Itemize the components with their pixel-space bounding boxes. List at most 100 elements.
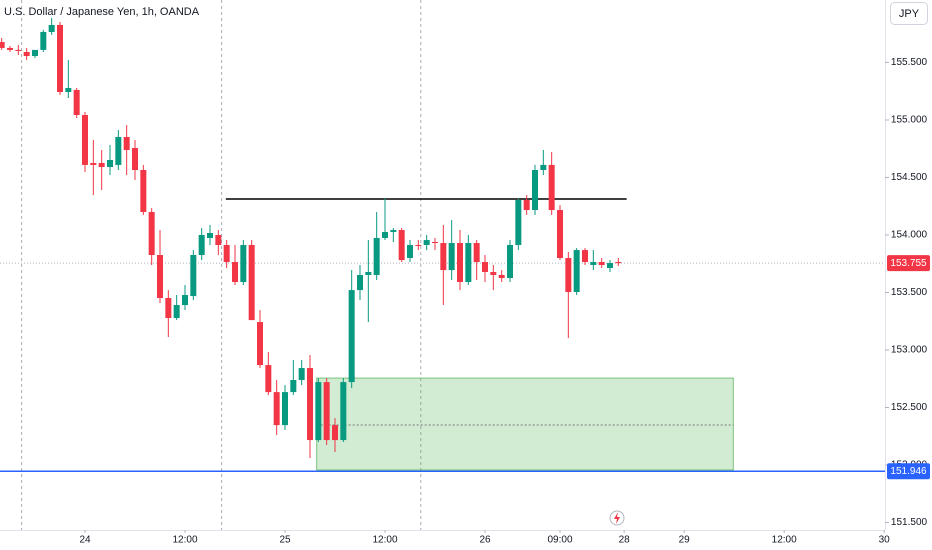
- candle-body: [165, 298, 172, 319]
- candle-body: [265, 365, 272, 393]
- candle-body: [140, 169, 147, 212]
- candle-body: [257, 322, 263, 366]
- candle-body: [98, 162, 105, 168]
- candle-body: [498, 275, 505, 278]
- candle-body: [132, 148, 138, 170]
- candle-body: [473, 243, 480, 263]
- icon-circle[interactable]: [609, 510, 625, 526]
- x-tick-label: 12:00: [372, 535, 397, 546]
- candle-body: [323, 382, 330, 441]
- x-tick-label: 24: [79, 535, 91, 546]
- candle-body: [107, 159, 113, 168]
- x-tick-label: 09:00: [547, 535, 572, 546]
- candle-body: [598, 262, 605, 265]
- candle-body: [390, 230, 397, 232]
- candle-body: [373, 237, 380, 276]
- chart-title: U.S. Dollar / Japanese Yen, 1h, OANDA: [4, 6, 200, 18]
- candle-body: [423, 240, 430, 245]
- candle-body: [515, 200, 522, 245]
- candle-body: [607, 263, 613, 268]
- last-price-label: 153.755: [890, 258, 927, 269]
- target-zone: [316, 377, 734, 471]
- candle-body: [123, 136, 130, 150]
- candle-body: [407, 244, 413, 258]
- candle-body: [523, 200, 530, 211]
- candle-body: [348, 290, 355, 383]
- candle-body: [340, 382, 347, 441]
- candle-body: [615, 262, 622, 264]
- candle-body: [382, 231, 388, 238]
- currency-label[interactable]: JPY: [899, 8, 920, 20]
- x-tick-label: 26: [479, 535, 491, 546]
- candle-body: [40, 31, 47, 50]
- candle-body: [565, 257, 572, 293]
- candle-body: [482, 262, 488, 273]
- candle-body: [0, 41, 5, 48]
- candle-body: [365, 272, 372, 276]
- candle-body: [240, 244, 247, 283]
- candle-body: [82, 115, 88, 165]
- candle-body: [190, 254, 197, 297]
- candle-body: [23, 51, 30, 57]
- candle-body: [148, 211, 155, 255]
- candle-body: [315, 382, 322, 441]
- candle-body: [307, 368, 313, 441]
- candle-body: [7, 47, 13, 50]
- candle-body: [398, 230, 405, 261]
- candle-body: [57, 24, 63, 93]
- support-level-label: 151.946: [890, 466, 927, 477]
- candle-body: [157, 254, 163, 299]
- x-tick-label: 29: [679, 535, 691, 546]
- x-tick-label: 12:00: [772, 535, 797, 546]
- x-tick-label: 12:00: [172, 535, 197, 546]
- axis-layer: 155.500 155.000 154.500 154.000 153.500 153.0…: [79, 57, 930, 546]
- candle-body: [540, 164, 547, 170]
- candle-body: [198, 234, 205, 255]
- y-tick-label: 153.500: [891, 287, 928, 298]
- candle-body: [298, 368, 305, 381]
- candle-body: [557, 210, 563, 258]
- support-level-label-bg: [887, 463, 930, 480]
- candle-body: [273, 392, 280, 426]
- candle-body: [32, 49, 38, 57]
- candle-body: [173, 305, 180, 319]
- candle-body: [182, 295, 188, 306]
- candle-body: [465, 243, 472, 283]
- candle-body: [215, 234, 222, 245]
- candle-body: [415, 244, 422, 246]
- candle-body: [507, 244, 513, 278]
- last-price-label-bg: [887, 255, 930, 272]
- y-tick-label: 155.500: [891, 57, 928, 68]
- y-tick-label: 151.500: [891, 517, 928, 528]
- candle-body: [223, 244, 230, 263]
- grid-layer: [21, 0, 422, 530]
- currency-button[interactable]: [890, 2, 928, 25]
- candle-body: [290, 380, 297, 393]
- candle-body: [440, 243, 447, 271]
- replay-icon[interactable]: [609, 510, 625, 526]
- candle-body: [115, 136, 122, 165]
- candle-body: [532, 169, 538, 211]
- x-tick-label: 30: [879, 535, 891, 546]
- x-tick-label: 25: [279, 535, 291, 546]
- candle-body: [282, 392, 288, 426]
- icon-bolt[interactable]: [614, 512, 620, 524]
- candle-body: [48, 24, 55, 32]
- candle-body: [357, 275, 363, 291]
- candle-body: [207, 233, 213, 238]
- candle-body: [457, 243, 463, 283]
- candle-body: [232, 262, 238, 283]
- candle-body: [65, 87, 72, 93]
- candle-body: [548, 164, 555, 211]
- y-tick-label: 154.500: [891, 172, 928, 183]
- candle-body: [582, 250, 588, 263]
- candle-body: [448, 243, 455, 271]
- candle-body: [332, 425, 338, 441]
- candle-body: [90, 162, 97, 165]
- drawings-layer: [0, 198, 885, 472]
- candle-body: [15, 49, 22, 51]
- candle-body: [490, 272, 497, 276]
- candle-body: [590, 262, 597, 265]
- y-tick-label: 155.000: [891, 115, 928, 126]
